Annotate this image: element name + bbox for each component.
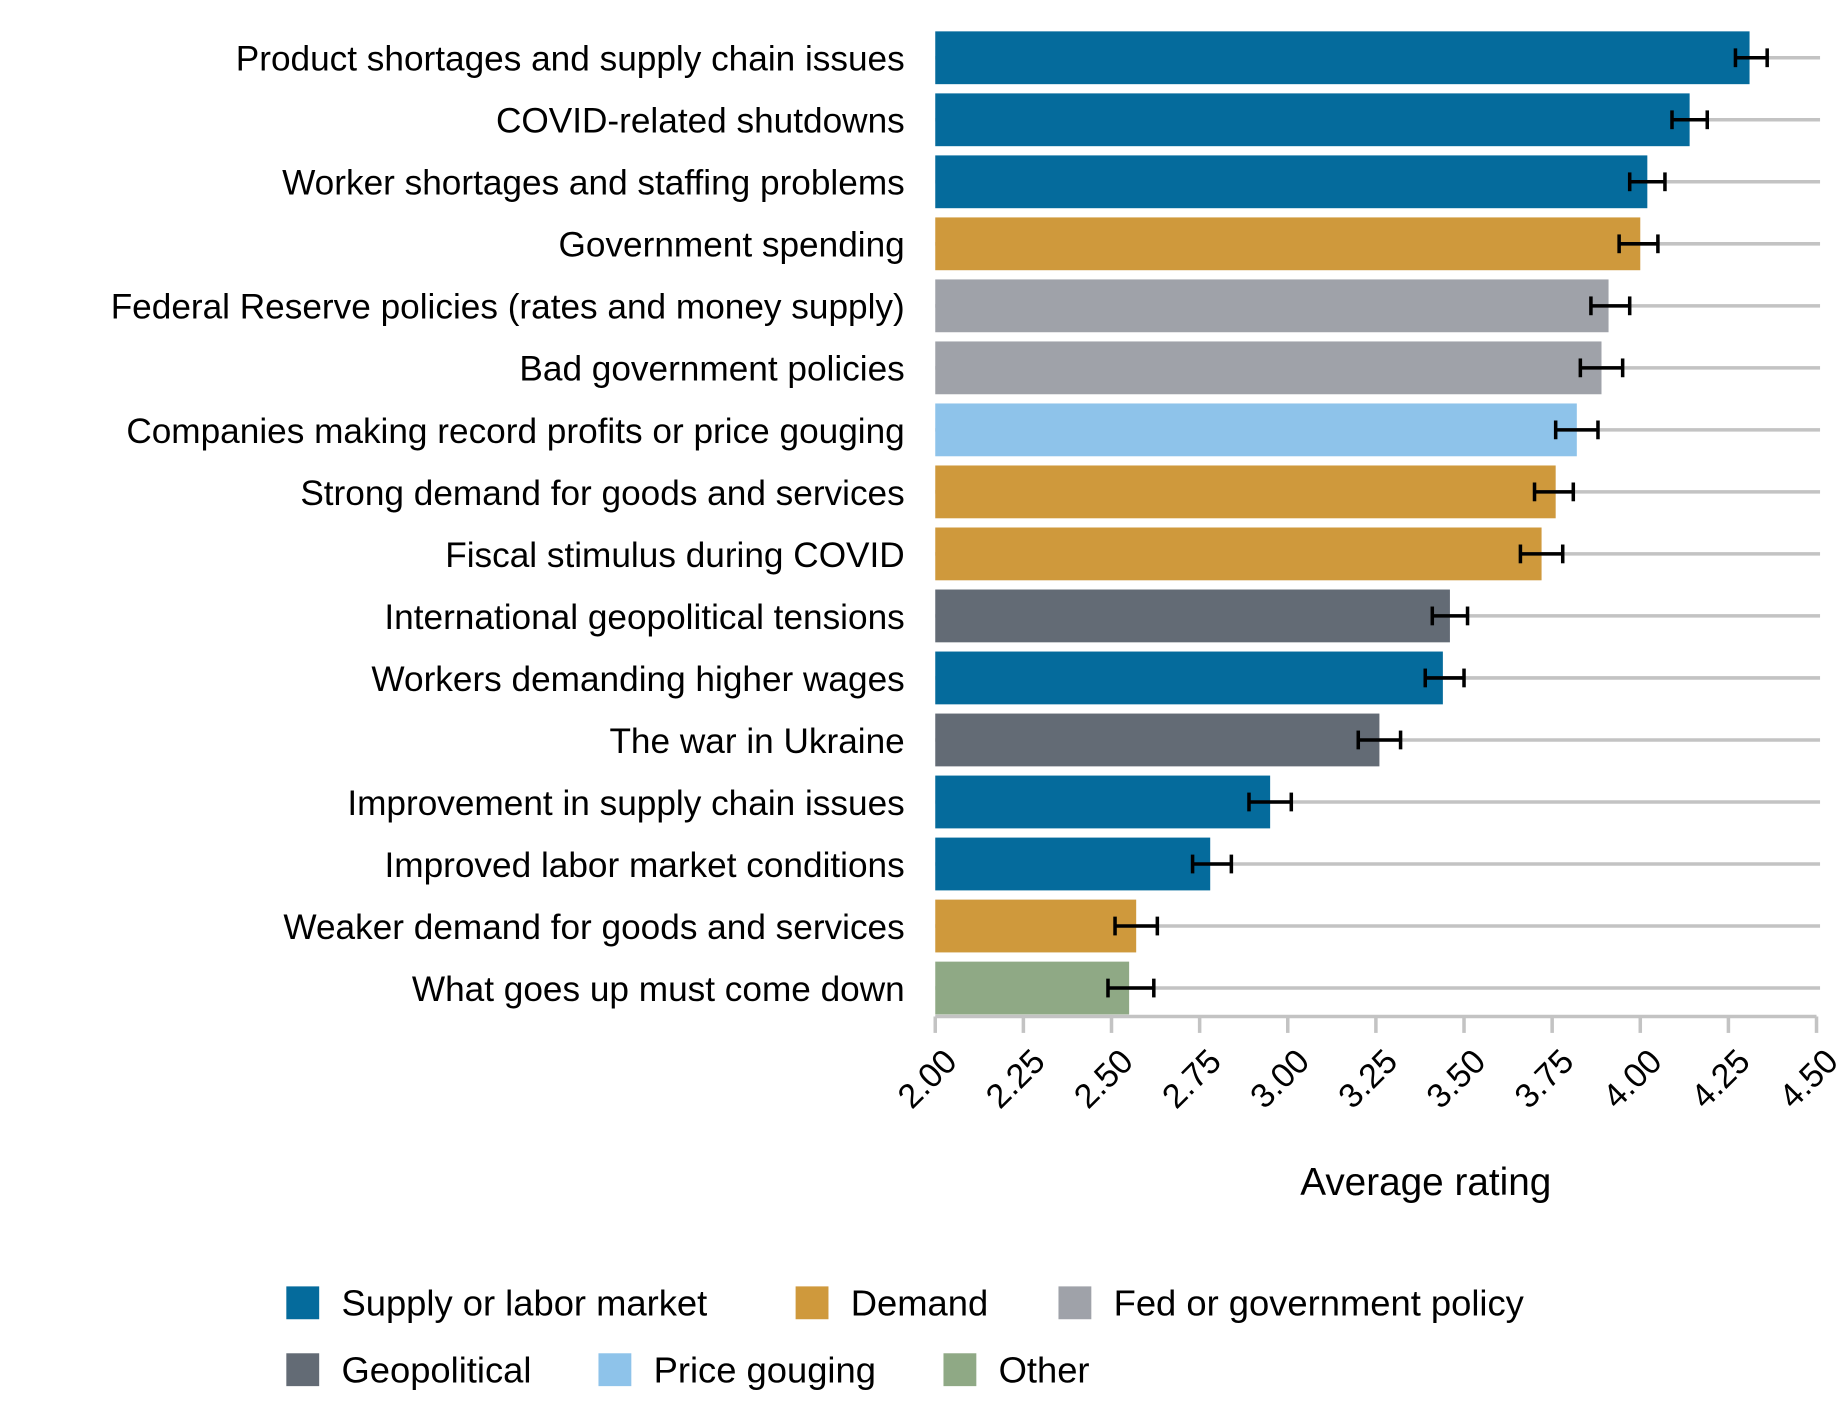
category-label: Fiscal stimulus during COVID xyxy=(445,536,905,575)
bar xyxy=(935,93,1690,147)
bars xyxy=(935,31,1750,1015)
tick-label: 2.00 xyxy=(891,1042,965,1116)
tick-label: 4.25 xyxy=(1684,1042,1758,1116)
legend-swatch xyxy=(1058,1286,1092,1320)
error-bar xyxy=(1578,358,1625,378)
legend-item: Supply or labor market xyxy=(286,1283,707,1324)
tick-label: 2.25 xyxy=(979,1042,1053,1116)
bar xyxy=(935,341,1602,395)
tick-label: 3.25 xyxy=(1331,1042,1405,1116)
bar xyxy=(935,961,1130,1015)
bar xyxy=(935,217,1641,271)
category-label: Federal Reserve policies (rates and mone… xyxy=(111,288,905,327)
category-label: Government spending xyxy=(559,226,905,265)
error-bar xyxy=(1627,172,1667,192)
error-bar xyxy=(1423,668,1466,688)
legend-swatch xyxy=(286,1353,320,1387)
bar xyxy=(935,155,1648,209)
error-bars xyxy=(1106,48,1769,998)
error-bar xyxy=(1733,48,1769,68)
error-bar xyxy=(1670,110,1710,130)
legend-item: Demand xyxy=(795,1283,988,1324)
tick-label: 2.50 xyxy=(1067,1042,1141,1116)
tick-label: 3.75 xyxy=(1508,1042,1582,1116)
tick-label: 4.00 xyxy=(1596,1042,1670,1116)
legend-swatch xyxy=(795,1286,829,1320)
x-axis: 2.00 2.25 2.50 2.75 3.00 3.25 3.50 3.75 4.00 4.25… xyxy=(891,1014,1840,1116)
bar xyxy=(935,837,1211,891)
legend-item: Other xyxy=(943,1350,1090,1391)
category-label: Weaker demand for goods and services xyxy=(283,908,904,947)
bar xyxy=(935,527,1542,581)
bar xyxy=(935,713,1380,767)
category-label: Workers demanding higher wages xyxy=(371,660,904,699)
category-label: COVID-related shutdowns xyxy=(496,102,905,141)
category-label: Companies making record profits or price… xyxy=(126,412,904,451)
tick-label: 2.75 xyxy=(1155,1042,1229,1116)
error-bar xyxy=(1106,978,1156,998)
error-bar xyxy=(1113,916,1160,936)
error-bar xyxy=(1430,606,1470,626)
bar xyxy=(935,31,1750,85)
legend-item: Price gouging xyxy=(598,1350,876,1391)
x-axis-title: Average rating xyxy=(1300,1161,1551,1204)
legend-label: Other xyxy=(999,1350,1090,1391)
legend-swatch xyxy=(286,1286,320,1320)
legend-item: Fed or government policy xyxy=(1058,1283,1525,1324)
error-bar xyxy=(1190,854,1234,874)
bar xyxy=(935,775,1271,829)
error-bar xyxy=(1518,544,1565,564)
category-label: Improvement in supply chain issues xyxy=(347,784,904,823)
category-label: Worker shortages and staffing problems xyxy=(282,164,905,203)
bar xyxy=(935,403,1577,457)
legend-label: Demand xyxy=(851,1283,988,1324)
bar xyxy=(935,589,1450,643)
tick-label: 3.00 xyxy=(1243,1042,1317,1116)
legend-swatch xyxy=(598,1353,632,1387)
bar xyxy=(935,899,1137,953)
legend-label: Price gouging xyxy=(654,1350,876,1391)
tick-label: 3.50 xyxy=(1419,1042,1493,1116)
bar xyxy=(935,465,1556,519)
error-bar xyxy=(1532,482,1576,502)
error-bar xyxy=(1617,234,1660,254)
legend: Supply or labor market Demand Fed or gover… xyxy=(286,1283,1525,1391)
error-bar xyxy=(1589,296,1632,316)
bar xyxy=(935,279,1609,333)
legend-swatch xyxy=(943,1353,977,1387)
category-label: What goes up must come down xyxy=(412,970,905,1009)
category-labels: Product shortages and supply chain issue… xyxy=(111,40,905,1009)
tick-label: 4.50 xyxy=(1772,1042,1840,1116)
bar xyxy=(935,651,1443,705)
error-bar xyxy=(1553,420,1600,440)
error-bar xyxy=(1356,730,1403,750)
category-label: Bad government policies xyxy=(519,350,904,389)
legend-item: Geopolitical xyxy=(286,1350,531,1391)
legend-label: Supply or labor market xyxy=(341,1283,707,1324)
category-label: Product shortages and supply chain issue… xyxy=(236,40,905,79)
category-label: International geopolitical tensions xyxy=(384,598,904,637)
category-label: Improved labor market conditions xyxy=(384,846,904,885)
legend-label: Fed or government policy xyxy=(1114,1283,1525,1324)
category-label: The war in Ukraine xyxy=(609,722,904,761)
category-label: Strong demand for goods and services xyxy=(300,474,904,513)
legend-label: Geopolitical xyxy=(341,1350,531,1391)
error-bar xyxy=(1247,792,1294,812)
